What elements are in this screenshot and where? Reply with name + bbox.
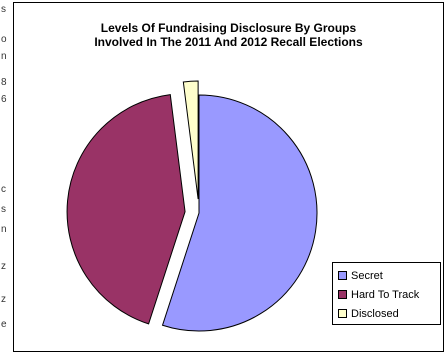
pie-slice-hard-to-track	[66, 94, 186, 325]
legend-item-hard-to-track: Hard To Track	[338, 285, 440, 304]
legend-swatch-hard-to-track	[338, 290, 347, 299]
left-edge-text-fragment: e	[1, 319, 7, 330]
left-edge-text-fragment: 6	[1, 94, 7, 105]
legend-swatch-secret	[338, 271, 347, 280]
pie-chart	[66, 80, 318, 332]
left-edge-text-fragment: z	[1, 294, 6, 305]
left-edge-text-fragment: s	[1, 204, 6, 215]
left-edge-text-fragment: o	[1, 34, 7, 45]
legend-item-disclosed: Disclosed	[338, 304, 440, 323]
chart-title: Levels Of Fundraising Disclosure By Grou…	[14, 21, 443, 49]
chart-title-line-2: Involved In The 2011 And 2012 Recall Ele…	[94, 35, 363, 49]
legend-swatch-disclosed	[338, 309, 347, 318]
left-edge-text-fragment: 8	[1, 77, 7, 88]
pie-slice-disclosed	[182, 80, 199, 200]
legend-label-secret: Secret	[351, 269, 383, 282]
left-edge-text-fragment: n	[1, 224, 7, 235]
left-edge-text-fragment: c	[1, 184, 6, 195]
chart-legend: Secret Hard To Track Disclosed	[332, 262, 441, 325]
chart-frame: Levels Of Fundraising Disclosure By Grou…	[13, 2, 444, 352]
legend-label-hard-to-track: Hard To Track	[351, 288, 420, 301]
chart-title-line-1: Levels Of Fundraising Disclosure By Grou…	[100, 21, 357, 35]
legend-item-secret: Secret	[338, 266, 440, 285]
left-edge-text-fragment: s	[1, 4, 6, 15]
left-edge-text-fragment: n	[1, 51, 7, 62]
pie-slice-secret	[161, 94, 318, 332]
legend-label-disclosed: Disclosed	[351, 307, 399, 320]
left-edge-text-fragment: z	[1, 261, 6, 272]
